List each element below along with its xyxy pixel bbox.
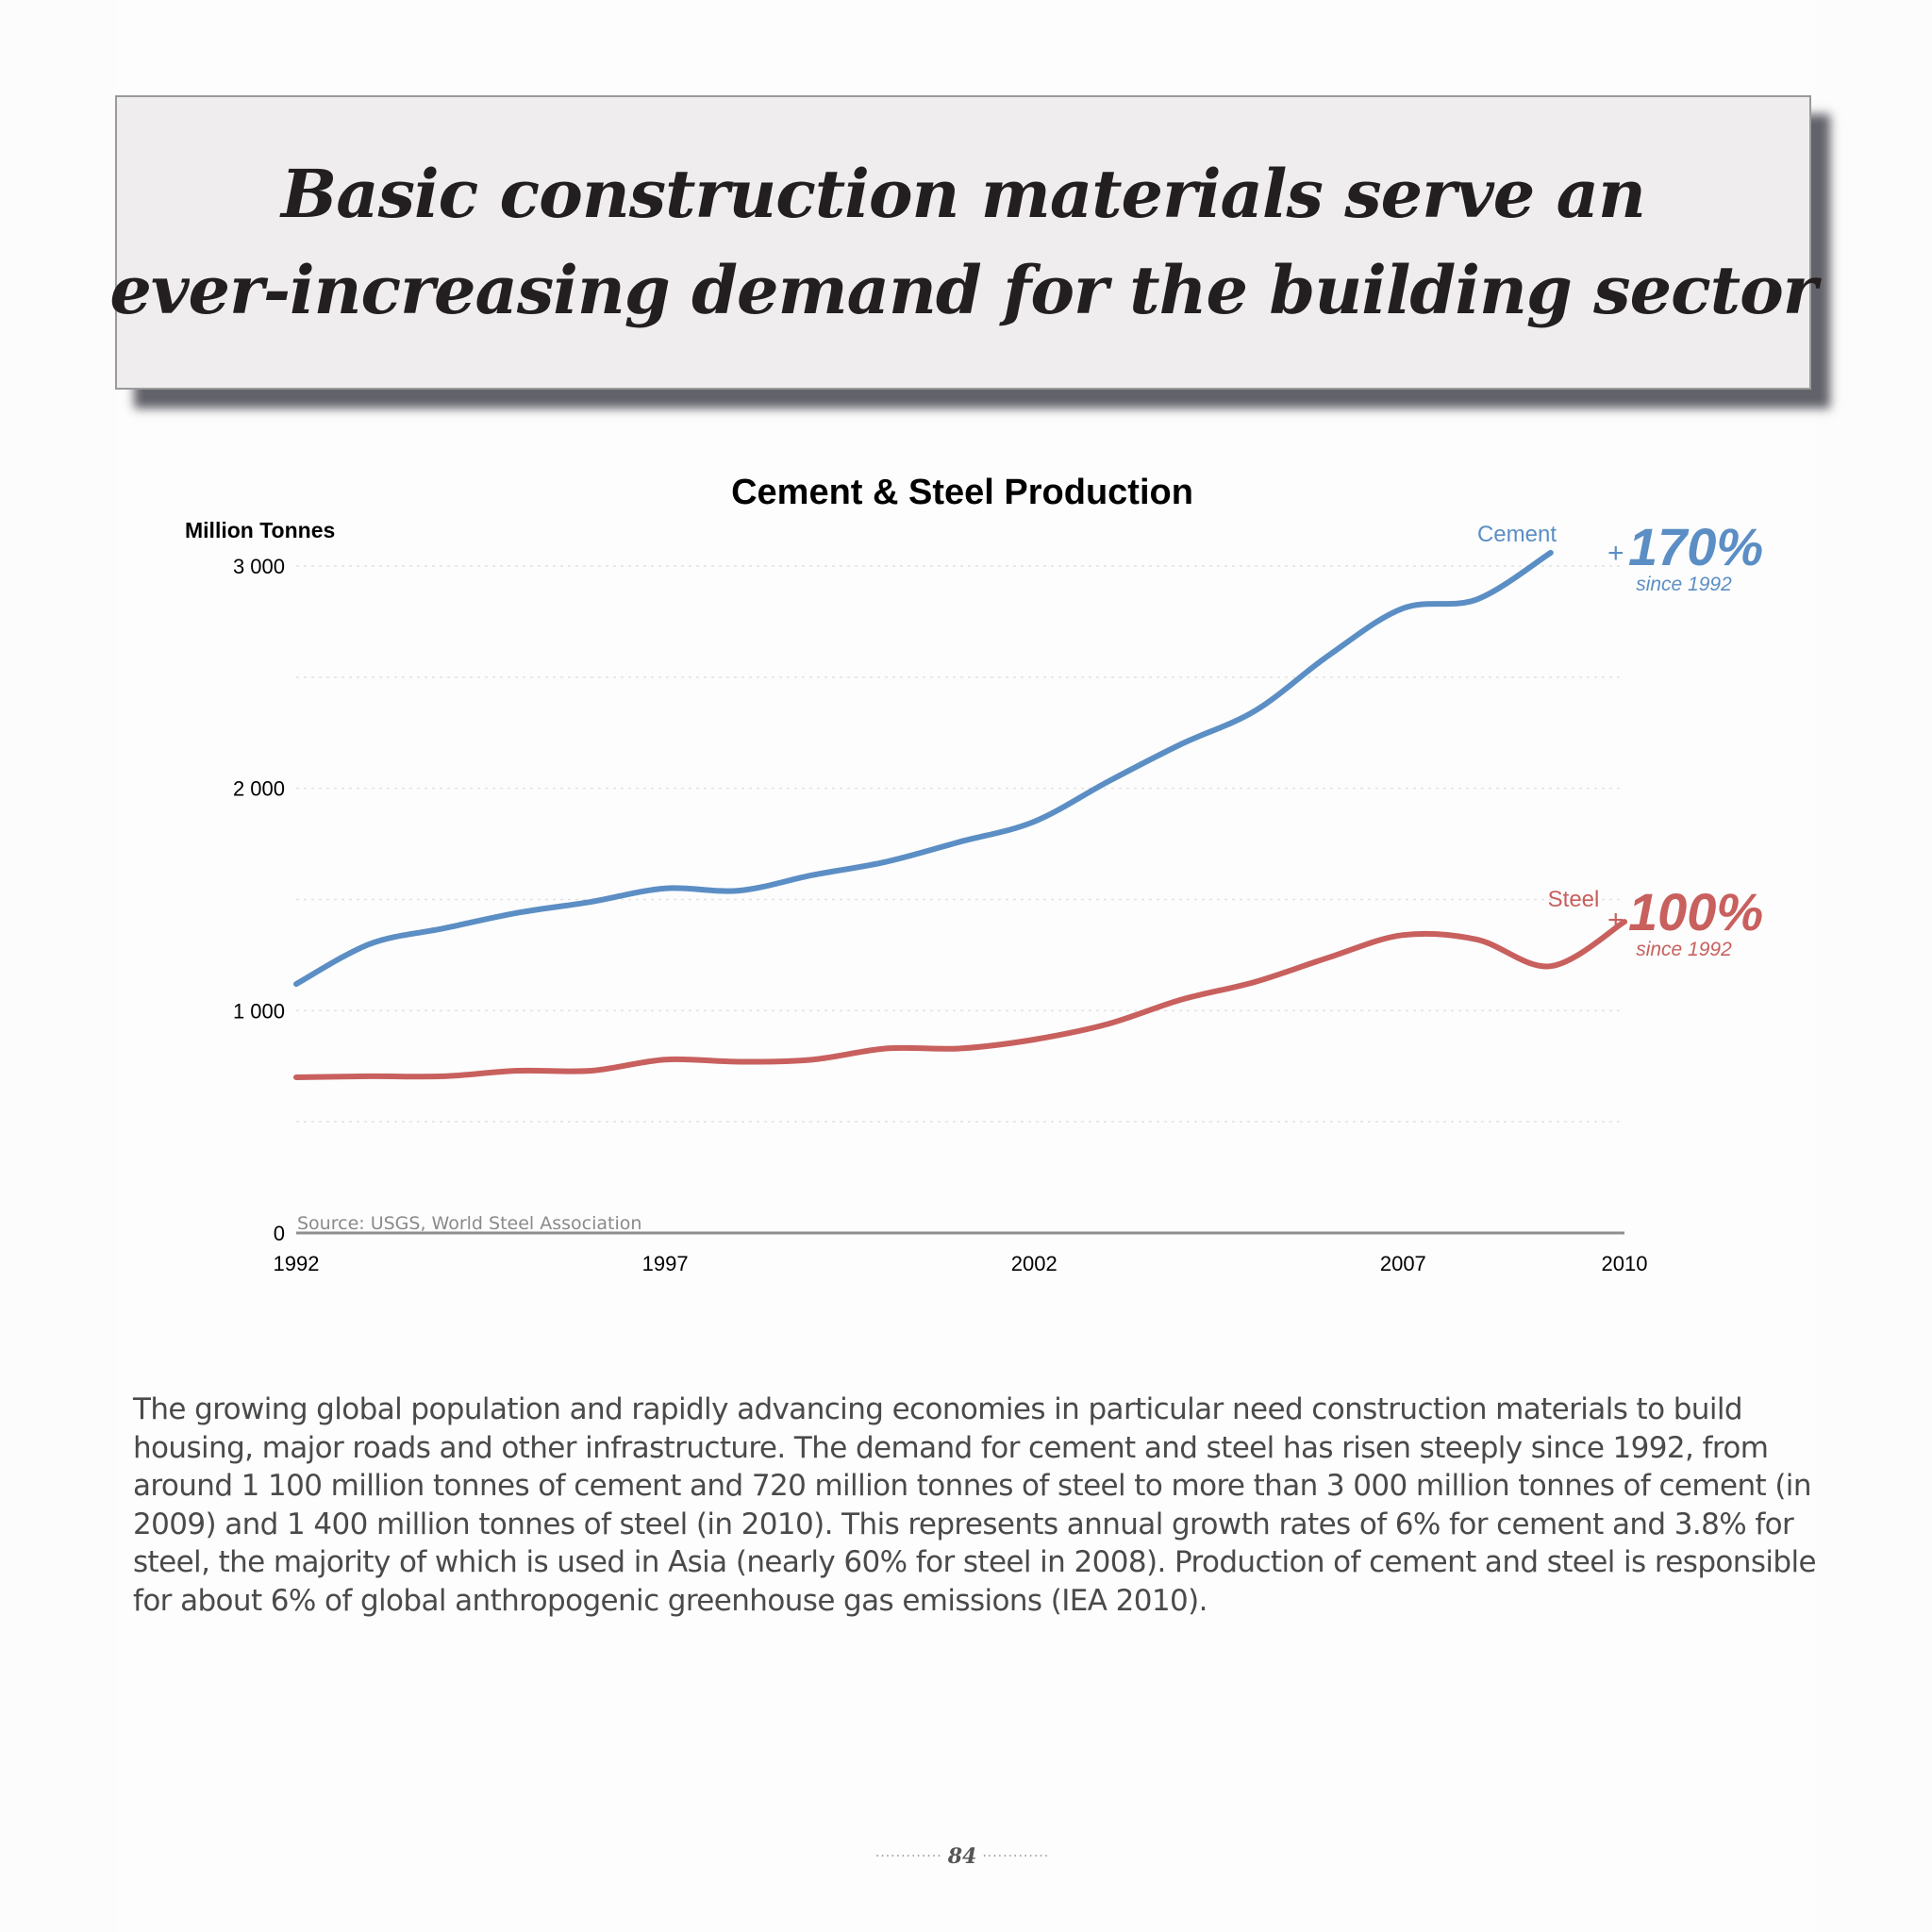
steel-series-label: Steel — [1548, 887, 1600, 912]
y-tick-label: 1 000 — [233, 999, 285, 1023]
page-number: 84 — [947, 1844, 977, 1869]
series-lines — [293, 549, 1627, 1080]
headline-line-1: Basic construction materials serve an — [281, 155, 1646, 233]
steel-growth-value: 100% — [1628, 882, 1763, 941]
headline-banner: Basic construction materials serve an ev… — [109, 95, 1818, 390]
y-axis-label: Million Tonnes — [185, 518, 335, 542]
cement-line — [293, 549, 1554, 988]
headline-line-2: ever-increasing demand for the building … — [109, 251, 1817, 329]
steel-growth-note: since 1992 — [1636, 939, 1732, 960]
x-tick-label: 2002 — [1011, 1252, 1058, 1275]
cement-growth-sign: + — [1607, 538, 1624, 569]
y-tick-label: 0 — [274, 1222, 285, 1245]
x-tick-label: 1997 — [642, 1252, 689, 1275]
x-tick-labels: 1992 1997 2002 2007 2010 — [274, 1252, 1648, 1275]
chart-title: Cement & Steel Production — [731, 473, 1193, 512]
y-tick-labels: 0 1 000 2 000 3 000 — [233, 555, 285, 1245]
cement-growth-note: since 1992 — [1636, 574, 1732, 595]
cement-growth-value: 170% — [1628, 517, 1763, 576]
x-tick-label: 1992 — [274, 1252, 320, 1275]
steel-line — [293, 919, 1627, 1080]
cement-series-label: Cement — [1477, 522, 1557, 547]
source-note: Source: USGS, World Steel Association — [297, 1213, 641, 1234]
dots-right: ············· — [982, 1849, 1050, 1864]
grid-lines — [296, 565, 1624, 1123]
y-tick-label: 2 000 — [233, 777, 285, 801]
dots-left: ············· — [874, 1849, 942, 1864]
y-tick-label: 3 000 — [233, 555, 285, 578]
body-paragraph: The growing global population and rapidl… — [133, 1392, 1817, 1618]
x-tick-label: 2010 — [1602, 1252, 1648, 1275]
x-tick-label: 2007 — [1380, 1252, 1426, 1275]
steel-growth-sign: + — [1607, 905, 1624, 936]
page-footer: ············· 84 ············· — [849, 1838, 1075, 1875]
chart: Cement & Steel Production Million Tonnes… — [185, 473, 1763, 1275]
